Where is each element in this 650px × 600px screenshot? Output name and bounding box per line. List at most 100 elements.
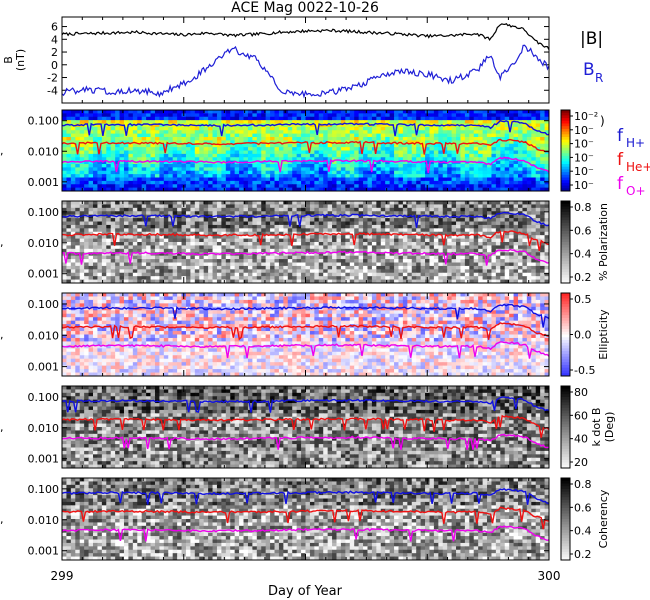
heatmap-cell — [208, 180, 214, 185]
heatmap-cell — [518, 174, 523, 179]
heatmap-cell — [531, 211, 537, 216]
heatmap-cell — [345, 204, 351, 209]
heatmap-cell — [305, 187, 311, 192]
heatmap-cell — [336, 242, 342, 246]
heatmap-cell — [123, 224, 129, 229]
heatmap-cell — [75, 184, 81, 189]
heatmap-cell — [402, 137, 408, 141]
heatmap-cell — [407, 140, 413, 145]
heatmap-cell — [97, 137, 103, 141]
heatmap-cell — [309, 174, 315, 179]
heatmap-cell — [429, 211, 435, 216]
heatmap-cell — [301, 259, 306, 263]
heatmap-cell — [181, 174, 187, 179]
heatmap-cell — [79, 224, 85, 229]
heatmap-cell — [283, 137, 289, 141]
heatmap-cell — [380, 153, 386, 158]
heatmap-cell — [438, 177, 444, 182]
heatmap-cell — [487, 160, 492, 165]
heatmap-cell — [526, 164, 532, 168]
heatmap-cell — [225, 242, 231, 246]
heatmap-cell — [487, 207, 492, 212]
heatmap-cell — [146, 201, 152, 205]
heatmap-cell — [358, 265, 364, 270]
heatmap-cell — [123, 170, 129, 175]
heatmap-cell — [132, 259, 138, 263]
heatmap-cell — [371, 126, 377, 131]
heatmap-cell — [79, 170, 85, 175]
heatmap-cell — [495, 174, 501, 179]
heatmap-cell — [478, 207, 484, 212]
heatmap-cell — [402, 133, 408, 138]
heatmap-cell — [340, 228, 346, 233]
heatmap-cell — [296, 265, 302, 270]
heatmap-cell — [478, 133, 484, 138]
heatmap-cell — [513, 180, 519, 185]
heatmap-cell — [349, 116, 355, 121]
heatmap-cell — [172, 170, 178, 175]
heatmap-cell — [203, 180, 209, 185]
heatmap-cell — [181, 211, 187, 216]
heatmap-cell — [478, 130, 484, 135]
heatmap-cell — [327, 207, 333, 212]
heatmap-cell — [75, 204, 81, 209]
heatmap-cell — [203, 231, 209, 236]
heatmap-cell — [225, 170, 231, 175]
heatmap-cell — [495, 242, 501, 246]
heatmap-cell — [265, 177, 271, 182]
heatmap-cell — [535, 252, 541, 257]
heatmap-cell — [367, 238, 373, 243]
heatmap-cell — [256, 170, 262, 175]
heatmap-cell — [163, 137, 169, 141]
heatmap-cell — [265, 265, 271, 270]
heatmap-cell — [327, 110, 333, 114]
heatmap-cell — [363, 167, 368, 172]
heatmap-cell — [491, 242, 497, 246]
heatmap-cell — [402, 174, 408, 179]
heatmap-cell — [70, 248, 76, 253]
heatmap-cell — [478, 150, 484, 155]
heatmap-cell — [287, 180, 293, 185]
heatmap-cell — [301, 180, 306, 185]
heatmap-cell — [185, 157, 191, 162]
heatmap-cell — [79, 153, 85, 158]
heatmap-cell — [75, 224, 81, 229]
heatmap-cell — [309, 143, 315, 148]
heatmap-cell — [221, 120, 227, 125]
heatmap-cell — [327, 245, 333, 250]
heatmap-cell — [88, 242, 94, 246]
heatmap-cell — [243, 242, 249, 246]
heatmap-cell — [473, 231, 479, 236]
heatmap-cell — [327, 231, 333, 236]
heatmap-cell — [447, 218, 453, 222]
heatmap-cell — [363, 123, 368, 128]
heatmap-cell — [132, 204, 138, 209]
heatmap-cell — [221, 113, 227, 118]
heatmap-cell — [194, 224, 200, 229]
heatmap-cell — [420, 224, 426, 229]
heatmap-cell — [301, 184, 306, 189]
heatmap-cell — [66, 143, 72, 148]
heatmap-cell — [190, 242, 196, 246]
heatmap-cell — [309, 204, 315, 209]
heatmap-cell — [141, 143, 147, 148]
heatmap-cell — [332, 184, 337, 189]
heatmap-cell — [181, 228, 187, 233]
heatmap-cell — [327, 252, 333, 257]
heatmap-cell — [88, 167, 94, 172]
heatmap-cell — [478, 235, 484, 240]
heatmap-cell — [185, 201, 191, 205]
heatmap-cell — [106, 204, 112, 209]
heatmap-cell — [159, 255, 165, 260]
heatmap-cell — [314, 120, 320, 125]
heatmap-cell — [354, 262, 360, 267]
heatmap-cell — [199, 238, 205, 243]
heatmap-cell — [119, 218, 125, 222]
heatmap-cell — [123, 167, 129, 172]
heatmap-cell — [336, 153, 342, 158]
heatmap-cell — [358, 259, 364, 263]
heatmap-cell — [509, 207, 515, 212]
heatmap-cell — [500, 150, 506, 155]
heatmap-cell — [429, 187, 435, 192]
heatmap-cell — [70, 214, 76, 219]
